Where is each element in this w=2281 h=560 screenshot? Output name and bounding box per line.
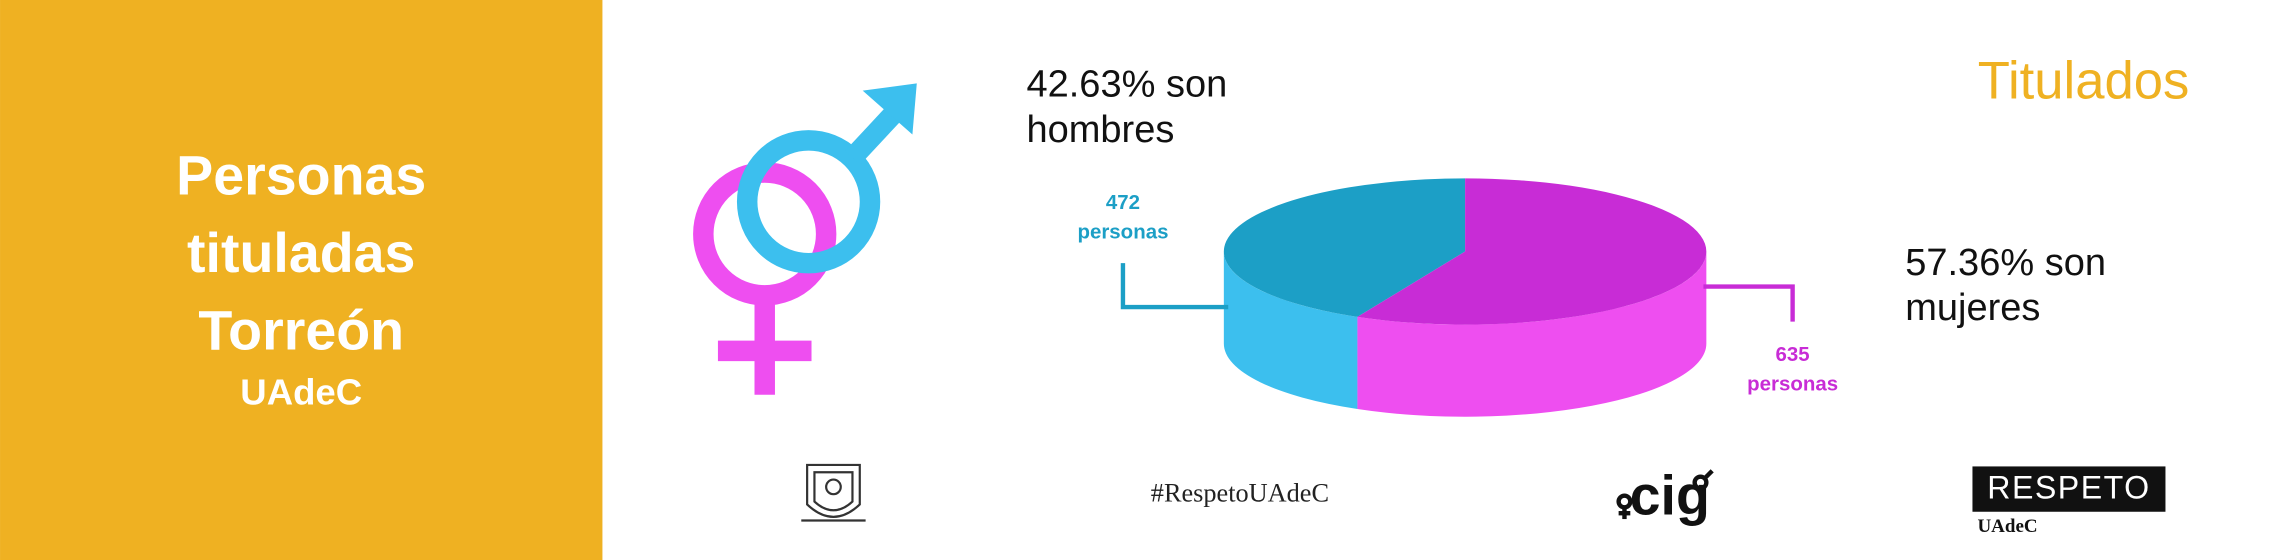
university-seal: [801, 463, 866, 522]
respeto-box: [1972, 466, 2166, 512]
left-panel: [0, 0, 603, 560]
leader-line: [1703, 284, 1795, 322]
pie-slice: [1357, 178, 1707, 325]
left-subtitle: UAdeC: [240, 371, 362, 412]
value-label-box: 472 personas: [1077, 190, 1169, 243]
value-label: 635 personas: [1747, 342, 1839, 395]
hashtag: #RespetoUAdeC: [1151, 479, 1329, 508]
chart-title: Titulados: [1978, 52, 2190, 111]
cig-symbol: [1616, 469, 1714, 520]
annotation: 57.36% son mujeres: [1905, 239, 2106, 329]
value-label-box: 635 personas: [1747, 342, 1839, 395]
pie-slice: [1223, 178, 1466, 317]
logo-respeto: RESPETO: [1987, 469, 2150, 505]
leader-line: [1120, 263, 1229, 310]
annotation-box: 42.63% son hombres: [1026, 61, 1228, 151]
gender-icon: [693, 83, 917, 395]
left-title-box: Personas tituladas Torreón: [176, 146, 427, 363]
value-label: 472 personas: [1077, 190, 1169, 243]
pie-slice-side: [1357, 251, 1707, 417]
annotation-box: 57.36% son mujeres: [1905, 239, 2106, 329]
annotation: 42.63% son hombres: [1026, 61, 1228, 151]
pie: [1223, 178, 1707, 417]
pie-slice-side: [1223, 251, 1358, 410]
left-title: Personas tituladas Torreón: [176, 146, 427, 363]
logo-uadec: UAdeC: [1977, 516, 2037, 537]
logo-cig: cig: [1630, 465, 1710, 527]
